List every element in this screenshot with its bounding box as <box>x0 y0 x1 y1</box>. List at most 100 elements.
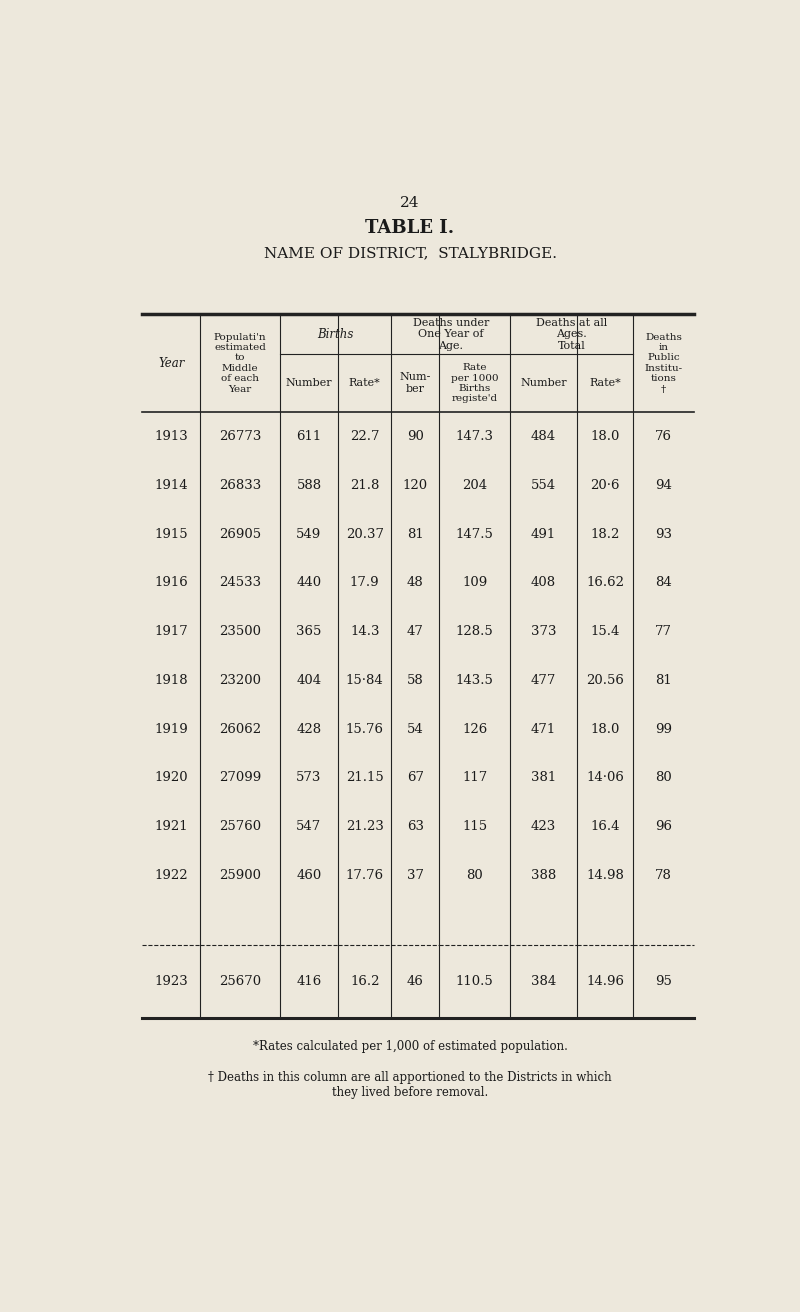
Text: Births: Births <box>318 328 354 341</box>
Text: 15.76: 15.76 <box>346 723 384 736</box>
Text: 76: 76 <box>655 430 672 443</box>
Text: 588: 588 <box>296 479 322 492</box>
Text: 110.5: 110.5 <box>456 975 494 988</box>
Text: 115: 115 <box>462 820 487 833</box>
Text: 381: 381 <box>531 771 556 785</box>
Text: 15.4: 15.4 <box>590 625 620 638</box>
Text: 16.2: 16.2 <box>350 975 379 988</box>
Text: 84: 84 <box>655 576 672 589</box>
Text: 21.15: 21.15 <box>346 771 384 785</box>
Text: 491: 491 <box>531 527 556 541</box>
Text: Deaths under
One Year of
Age.: Deaths under One Year of Age. <box>413 318 489 350</box>
Text: 20.37: 20.37 <box>346 527 384 541</box>
Text: 27099: 27099 <box>219 771 262 785</box>
Text: 1915: 1915 <box>154 527 188 541</box>
Text: 90: 90 <box>407 430 424 443</box>
Text: 416: 416 <box>296 975 322 988</box>
Text: 18.0: 18.0 <box>590 430 620 443</box>
Text: 14.3: 14.3 <box>350 625 379 638</box>
Text: 58: 58 <box>407 674 424 687</box>
Text: 14·06: 14·06 <box>586 771 624 785</box>
Text: 94: 94 <box>655 479 672 492</box>
Text: 17.9: 17.9 <box>350 576 379 589</box>
Text: 1917: 1917 <box>154 625 188 638</box>
Text: Num-
ber: Num- ber <box>399 373 431 394</box>
Text: Populati'n
estimated
to
Middle
of each
Year: Populati'n estimated to Middle of each Y… <box>214 332 266 394</box>
Text: 25670: 25670 <box>219 975 261 988</box>
Text: 611: 611 <box>296 430 322 443</box>
Text: 404: 404 <box>296 674 322 687</box>
Text: 471: 471 <box>531 723 556 736</box>
Text: 23200: 23200 <box>219 674 261 687</box>
Text: 24533: 24533 <box>219 576 261 589</box>
Text: 26773: 26773 <box>219 430 262 443</box>
Text: 126: 126 <box>462 723 487 736</box>
Text: 80: 80 <box>655 771 672 785</box>
Text: 20·6: 20·6 <box>590 479 620 492</box>
Text: 573: 573 <box>296 771 322 785</box>
Text: 80: 80 <box>466 869 483 882</box>
Text: 96: 96 <box>655 820 672 833</box>
Text: 25760: 25760 <box>219 820 261 833</box>
Text: Rate*: Rate* <box>349 378 381 388</box>
Text: 1918: 1918 <box>154 674 188 687</box>
Text: Rate*: Rate* <box>589 378 621 388</box>
Text: Rate
per 1000
Births
registe'd: Rate per 1000 Births registe'd <box>451 363 498 403</box>
Text: 77: 77 <box>655 625 672 638</box>
Text: 14.96: 14.96 <box>586 975 624 988</box>
Text: 428: 428 <box>296 723 322 736</box>
Text: 109: 109 <box>462 576 487 589</box>
Text: 365: 365 <box>296 625 322 638</box>
Text: 549: 549 <box>296 527 322 541</box>
Text: 554: 554 <box>531 479 556 492</box>
Text: 1923: 1923 <box>154 975 188 988</box>
Text: 117: 117 <box>462 771 487 785</box>
Text: 1913: 1913 <box>154 430 188 443</box>
Text: 1914: 1914 <box>154 479 188 492</box>
Text: 14.98: 14.98 <box>586 869 624 882</box>
Text: 373: 373 <box>531 625 556 638</box>
Text: 17.76: 17.76 <box>346 869 384 882</box>
Text: 204: 204 <box>462 479 487 492</box>
Text: 24: 24 <box>400 195 420 210</box>
Text: 26062: 26062 <box>219 723 261 736</box>
Text: 22.7: 22.7 <box>350 430 379 443</box>
Text: 120: 120 <box>402 479 428 492</box>
Text: 67: 67 <box>406 771 424 785</box>
Text: Deaths
in
Public
Institu-
tions
†: Deaths in Public Institu- tions † <box>645 332 682 394</box>
Text: 408: 408 <box>531 576 556 589</box>
Text: 1921: 1921 <box>154 820 188 833</box>
Text: 460: 460 <box>296 869 322 882</box>
Text: 1920: 1920 <box>154 771 188 785</box>
Text: 26833: 26833 <box>219 479 262 492</box>
Text: *Rates calculated per 1,000 of estimated population.: *Rates calculated per 1,000 of estimated… <box>253 1040 567 1054</box>
Text: NAME OF DISTRICT,  STALYBRIDGE.: NAME OF DISTRICT, STALYBRIDGE. <box>263 247 557 260</box>
Text: 81: 81 <box>407 527 424 541</box>
Text: 54: 54 <box>407 723 424 736</box>
Text: 26905: 26905 <box>219 527 261 541</box>
Text: 423: 423 <box>531 820 556 833</box>
Text: 128.5: 128.5 <box>456 625 494 638</box>
Text: 95: 95 <box>655 975 672 988</box>
Text: 21.8: 21.8 <box>350 479 379 492</box>
Text: 93: 93 <box>655 527 672 541</box>
Text: 147.3: 147.3 <box>456 430 494 443</box>
Text: Number: Number <box>520 378 567 388</box>
Text: 47: 47 <box>407 625 424 638</box>
Text: 48: 48 <box>407 576 424 589</box>
Text: 16.4: 16.4 <box>590 820 620 833</box>
Text: 63: 63 <box>406 820 424 833</box>
Text: 81: 81 <box>655 674 672 687</box>
Text: 25900: 25900 <box>219 869 261 882</box>
Text: 21.23: 21.23 <box>346 820 384 833</box>
Text: 20.56: 20.56 <box>586 674 624 687</box>
Text: 23500: 23500 <box>219 625 261 638</box>
Text: † Deaths in this column are all apportioned to the Districts in which
they lived: † Deaths in this column are all apportio… <box>208 1071 612 1098</box>
Text: TABLE I.: TABLE I. <box>366 219 454 237</box>
Text: 1922: 1922 <box>154 869 188 882</box>
Text: Number: Number <box>286 378 332 388</box>
Text: 1919: 1919 <box>154 723 188 736</box>
Text: 16.62: 16.62 <box>586 576 624 589</box>
Text: 18.2: 18.2 <box>590 527 620 541</box>
Text: 147.5: 147.5 <box>456 527 494 541</box>
